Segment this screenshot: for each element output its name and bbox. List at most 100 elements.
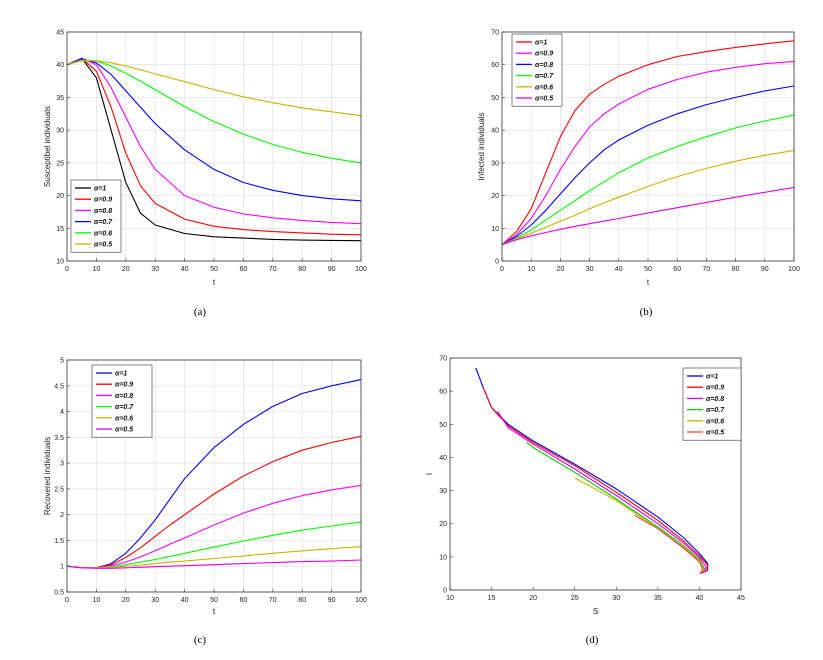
chart-a-xtick-label-10: 100 — [355, 266, 367, 273]
chart-d-series-2-line — [496, 410, 707, 574]
chart-a-series-2-line — [66, 57, 362, 225]
chart-b-legend-label-1: α=0.9 — [535, 51, 553, 58]
chart-b-ytick-label-4: 40 — [491, 128, 499, 135]
chart-a-caption: (a) — [194, 306, 207, 318]
chart-d-legend: α=1 α=0.9 α=0.8 α=0.7 α=0.6 α=0.5 — [682, 367, 742, 441]
chart-c-xtick-label-9: 90 — [328, 597, 336, 604]
chart-d-caption: (d) — [586, 634, 599, 646]
chart-c-xtick-label-1: 10 — [93, 597, 101, 604]
chart-d-ytick-label-3: 30 — [439, 488, 447, 495]
chart-b-legend-label-5: α=0.5 — [535, 96, 553, 103]
chart-d-ytick-label-7: 70 — [439, 356, 447, 363]
chart-c-xtick-label-6: 60 — [240, 597, 248, 604]
chart-b-legend-box — [511, 33, 563, 107]
chart-a-xtick-label-2: 20 — [122, 266, 130, 273]
chart-c-legend-label-2: α=0.8 — [115, 393, 133, 400]
chart-d-ytick-label-4: 40 — [439, 455, 447, 462]
chart-a-series-5-line — [66, 60, 362, 117]
chart-a-xtick-label-6: 60 — [240, 266, 248, 273]
chart-a-legend-label-3: α=0.7 — [94, 219, 113, 226]
chart-d-axes-box — [449, 357, 742, 591]
chart-b-ytick-label-2: 20 — [491, 193, 499, 200]
chart-d-legend-label-3: α=0.7 — [706, 407, 725, 414]
chart-a-ytick-label-6: 40 — [56, 62, 64, 69]
chart-a: 0 10 20 30 40 50 60 70 80 90 1001015202530354045tS… — [43, 30, 367, 319]
chart-d-legend-label-4: α=0.6 — [706, 418, 724, 425]
chart-d-ytick-label-0: 0 — [443, 588, 447, 595]
chart-a-legend-label-4: α=0.6 — [94, 230, 112, 237]
chart-b-xtick-label-10: 100 — [788, 266, 800, 273]
chart-c-xtick-label-8: 80 — [298, 597, 306, 604]
chart-d-xtick-label-6: 40 — [696, 595, 704, 602]
chart-d-xtick-label-2: 20 — [529, 595, 537, 602]
chart-a-legend-box — [70, 179, 122, 253]
chart-c-ytick-label-7: 4 — [60, 409, 64, 416]
chart-c-ytick-label-3: 2 — [60, 512, 64, 519]
chart-a-xtick-label-0: 0 — [65, 266, 69, 273]
chart-d-xtick-label-4: 30 — [612, 595, 620, 602]
chart-a-ytick-label-0: 10 — [56, 259, 64, 266]
chart-d-series-5-line — [634, 514, 704, 574]
chart-a-series-1-line — [66, 57, 362, 236]
chart-a-legend-label-0: α=1 — [94, 186, 106, 193]
chart-d-ytick-label-6: 60 — [439, 389, 447, 396]
chart-a-ytick-label-4: 30 — [56, 128, 64, 135]
chart-a-xtick-label-9: 90 — [328, 266, 336, 273]
chart-d-ytick-label-1: 10 — [439, 554, 447, 561]
chart-b-legend-label-4: α=0.6 — [535, 84, 553, 91]
chart-b-xtick-label-9: 90 — [761, 266, 769, 273]
chart-c-ytick-label-6: 3.5 — [54, 435, 64, 442]
chart-d-ytick-label-2: 20 — [439, 521, 447, 528]
chart-c-caption: (c) — [194, 634, 207, 646]
chart-c: 0 10 20 30 40 50 60 70 80 90 100 0.5 1 1.5 2 2.5 3 3.5 4 4.… — [43, 358, 367, 647]
chart-c-xtick-label-2: 20 — [122, 597, 130, 604]
chart-a-xtick-label-7: 70 — [269, 266, 277, 273]
chart-d: 10 15 20 25 30 35 40 45010203040506070SI(d)α=1α… — [425, 356, 745, 647]
chart-a-legend-label-5: α=0.5 — [94, 242, 112, 249]
chart-c-ytick-label-1: 1 — [60, 564, 64, 571]
chart-c-series-5-line — [66, 559, 362, 569]
chart-c-ytick-label-0: 0.5 — [54, 590, 64, 597]
chart-b-xtick-label-7: 70 — [703, 266, 711, 273]
chart-d-xtick-label-1: 15 — [488, 595, 496, 602]
chart-b-xtick-label-1: 10 — [527, 266, 535, 273]
chart-c-ylabel: Recovered individuals — [43, 437, 52, 515]
chart-c-legend-label-0: α=1 — [115, 371, 127, 378]
chart-b-xtick-label-0: 0 — [500, 266, 504, 273]
chart-b-ytick-label-1: 10 — [491, 226, 499, 233]
chart-a-ytick-label-2: 20 — [56, 193, 64, 200]
chart-b-series-5-line — [501, 186, 795, 246]
chart-b-series-1-line — [501, 60, 795, 246]
chart-b-series-0-line — [501, 40, 795, 246]
chart-b-series-2-line — [501, 85, 795, 246]
chart-a-xtick-label-8: 80 — [298, 266, 306, 273]
chart-d-ylabel: I — [425, 473, 434, 475]
chart-b-xtick-label-2: 20 — [557, 266, 565, 273]
chart-c-ytick-label-2: 1.5 — [54, 538, 64, 545]
chart-c-ytick-label-9: 5 — [60, 358, 64, 365]
chart-a-ytick-label-1: 15 — [56, 226, 64, 233]
chart-d-xlabel: S — [593, 607, 598, 616]
chart-c-xlabel: t — [213, 607, 216, 616]
chart-b-xtick-label-3: 30 — [586, 266, 594, 273]
chart-b-series-4-line — [501, 149, 795, 246]
chart-d-legend-label-5: α=0.5 — [706, 430, 724, 437]
chart-d-legend-label-2: α=0.8 — [706, 396, 724, 403]
chart-b-ytick-label-7: 70 — [491, 30, 499, 37]
chart-a-xtick-label-4: 40 — [181, 266, 189, 273]
chart-c-legend-label-4: α=0.6 — [115, 415, 133, 422]
chart-b-legend-label-2: α=0.8 — [535, 62, 553, 69]
chart-b-legend: α=1 α=0.9 α=0.8 α=0.7 α=0.6 α=0.5 — [511, 33, 563, 107]
chart-d-xtick-label-7: 45 — [737, 595, 745, 602]
chart-a-legend-label-1: α=0.9 — [94, 197, 112, 204]
chart-c-xtick-label-4: 40 — [181, 597, 189, 604]
chart-c-series-4-line — [66, 546, 362, 569]
chart-d-xtick-label-5: 35 — [654, 595, 662, 602]
chart-b-legend-label-0: α=1 — [535, 40, 547, 47]
chart-c-legend-label-3: α=0.7 — [115, 404, 134, 411]
chart-b: 0 10 20 30 40 50 60 70 80 90 100 0 10 20 30 40 50 60 70 t In… — [477, 30, 800, 319]
chart-a-legend: α=1 α=0.9 α=0.8 α=0.7 α=0.6 α=0.5 — [70, 179, 122, 253]
chart-b-series-3-line — [501, 114, 795, 246]
chart-b-xtick-label-5: 50 — [644, 266, 652, 273]
